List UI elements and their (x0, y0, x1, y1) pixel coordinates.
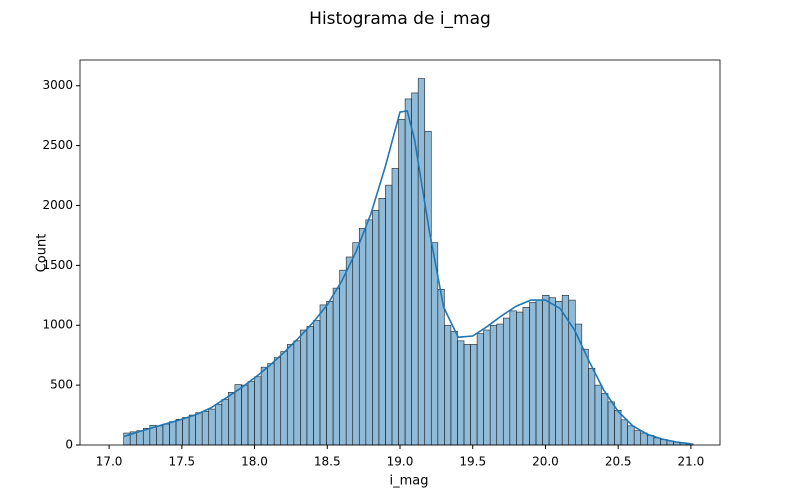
y-tick-label: 2500 (42, 138, 73, 152)
chart-title: Histograma de i_mag (309, 9, 491, 29)
bar (417, 78, 426, 446)
bar (470, 344, 478, 446)
bar (398, 118, 406, 446)
bar (267, 363, 275, 446)
x-axis-label: i_mag (390, 474, 429, 489)
bar (156, 425, 164, 446)
y-tick-label: 2000 (42, 198, 73, 212)
bar (588, 368, 596, 446)
x-tick-label: 19.0 (387, 455, 414, 469)
x-tick-label: 20.0 (532, 455, 559, 469)
bar (293, 340, 301, 446)
bar (542, 295, 550, 446)
bar (450, 330, 458, 446)
bar (201, 411, 210, 446)
bar (358, 227, 367, 446)
bar (319, 304, 327, 446)
bar (280, 351, 288, 446)
bar (581, 348, 589, 446)
y-tick-label: 1500 (42, 258, 73, 272)
bar (260, 366, 268, 446)
bar (516, 311, 524, 446)
bar (444, 324, 452, 446)
x-tick-label: 21.0 (678, 455, 705, 469)
bar (372, 209, 380, 446)
bar (509, 310, 517, 446)
bar (437, 289, 445, 446)
y-tick-label: 0 (65, 438, 73, 452)
bar (195, 412, 203, 446)
y-tick-label: 3000 (42, 78, 73, 92)
bar (162, 423, 170, 446)
bar (391, 168, 399, 446)
x-tick-label: 17.0 (96, 455, 123, 469)
x-tick-label: 19.5 (459, 455, 486, 469)
x-tick-label: 18.5 (314, 455, 341, 469)
bar (489, 324, 498, 446)
bar (286, 344, 295, 446)
bar (555, 300, 563, 446)
bar (352, 242, 360, 446)
bar (273, 357, 282, 446)
x-tick-label: 18.0 (241, 455, 268, 469)
x-tick-label: 20.5 (605, 455, 632, 469)
bar (345, 256, 354, 446)
bar (221, 399, 229, 446)
bar (483, 329, 491, 446)
bar (228, 392, 236, 446)
y-axis-label: Count (35, 234, 50, 273)
bar (247, 381, 255, 446)
bar (365, 219, 373, 446)
bar (241, 384, 249, 446)
bar (614, 409, 622, 446)
bar (182, 417, 190, 446)
bar (169, 421, 177, 446)
bar (627, 425, 635, 446)
bar (529, 302, 537, 446)
bar (306, 326, 314, 446)
bar (522, 306, 530, 446)
bar (404, 98, 412, 446)
bar (601, 393, 609, 446)
bar (175, 418, 183, 446)
bar (234, 384, 242, 446)
bar (594, 384, 602, 446)
bar (607, 401, 615, 446)
bar (640, 432, 648, 446)
bar (332, 287, 340, 446)
bar (463, 344, 471, 446)
bar (620, 419, 628, 446)
bar (326, 300, 334, 446)
bar (633, 430, 642, 446)
bar (502, 317, 511, 446)
bar (208, 408, 216, 446)
bar (457, 340, 465, 446)
bar (214, 403, 223, 446)
x-tick-label: 17.5 (168, 455, 195, 469)
bar (339, 269, 347, 446)
bar (385, 184, 393, 446)
y-tick-label: 1000 (42, 318, 73, 332)
bar (378, 198, 386, 446)
bar (188, 414, 196, 446)
bar (548, 297, 556, 446)
bar (535, 299, 543, 446)
kde-line (123, 109, 692, 445)
bar (476, 333, 484, 446)
y-tick-label: 500 (50, 378, 73, 392)
bar (313, 320, 321, 446)
bar (300, 329, 308, 446)
bar (254, 376, 262, 446)
bar (424, 130, 432, 446)
bar (496, 323, 504, 446)
